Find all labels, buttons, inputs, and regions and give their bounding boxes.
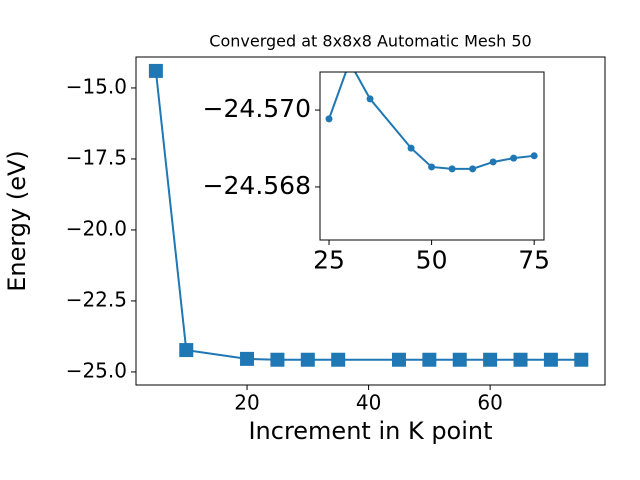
y-tick-label: −24.570 — [203, 94, 311, 123]
marker — [469, 165, 477, 173]
plot-group — [148, 63, 589, 367]
x-tick-label: 20 — [234, 391, 259, 415]
x-tick-label: 60 — [477, 391, 502, 415]
frame — [135, 56, 606, 386]
marker — [270, 352, 285, 367]
y-tick-label: −22.5 — [66, 287, 127, 311]
marker — [452, 352, 467, 367]
y-axis-label: Energy (eV) — [3, 150, 31, 292]
y-tick-label: −20.0 — [66, 216, 127, 240]
marker — [366, 95, 374, 103]
marker — [448, 165, 456, 173]
x-tick-label: 25 — [313, 246, 345, 275]
marker — [422, 352, 437, 367]
x-tick-label: 50 — [416, 246, 448, 275]
y-tick-label: −17.5 — [66, 145, 127, 169]
plot-group — [325, 72, 538, 173]
y-tick-label: −15.0 — [66, 74, 127, 98]
y-tick-label: −25.0 — [66, 358, 127, 382]
chart-title: Converged at 8x8x8 Automatic Mesh 50 — [209, 32, 531, 51]
marker — [391, 352, 406, 367]
marker — [513, 352, 528, 367]
marker — [510, 154, 518, 162]
y-tick-label: −24.568 — [203, 171, 311, 200]
marker — [428, 163, 436, 171]
plot-area — [320, 72, 544, 240]
marker — [407, 144, 415, 152]
frame — [319, 71, 545, 241]
marker — [148, 63, 163, 78]
marker — [574, 352, 589, 367]
marker — [325, 115, 333, 123]
line — [328, 72, 535, 170]
marker — [300, 352, 315, 367]
marker — [543, 352, 558, 367]
marker — [240, 351, 255, 366]
x-tick-label: 75 — [518, 246, 550, 275]
marker — [179, 343, 194, 358]
marker — [489, 158, 497, 166]
x-axis-label: Increment in K point — [248, 417, 492, 445]
marker — [530, 152, 538, 160]
marker — [483, 352, 498, 367]
marker — [331, 352, 346, 367]
x-tick-label: 40 — [356, 391, 381, 415]
